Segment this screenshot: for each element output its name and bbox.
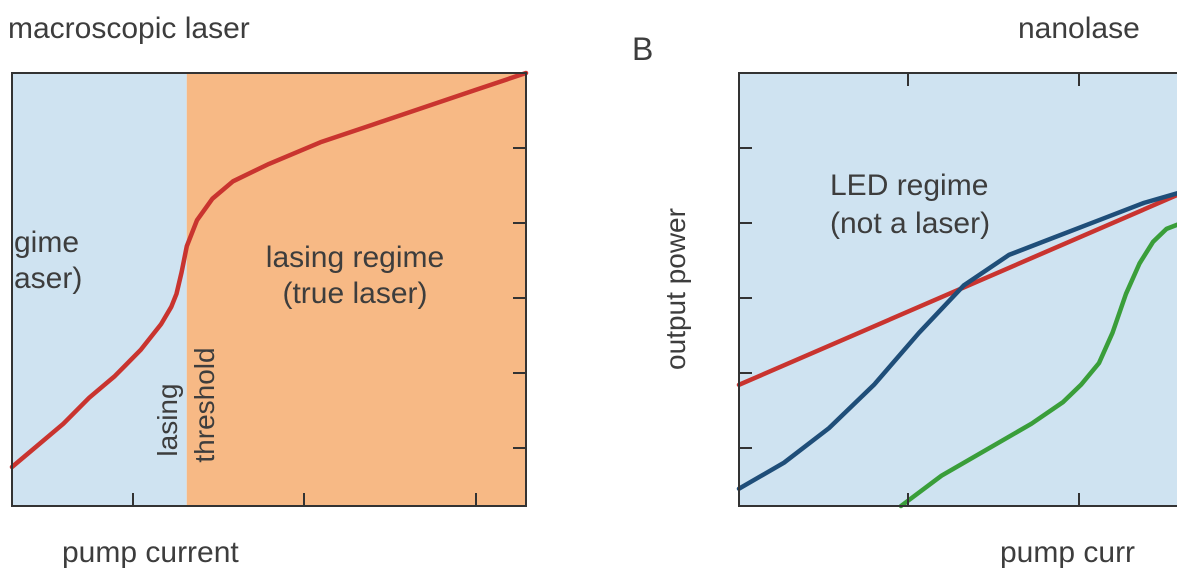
panel-b-series xyxy=(736,191,1177,509)
led-regime-label-line2: (not a laser) xyxy=(830,207,990,240)
panel-b-title: nanolase xyxy=(1018,12,1140,45)
panel-b-letter: B xyxy=(632,31,653,67)
panel-b-frame xyxy=(738,72,1177,507)
lasing-region-label-line2: (true laser) xyxy=(282,277,427,310)
panel-a: macroscopic laser gime aser) lasing regi… xyxy=(8,12,529,569)
lasing-region-label-line1: lasing regime xyxy=(266,241,444,274)
threshold-label-line2: threshold xyxy=(189,347,220,462)
panel-b-x-label: pump curr xyxy=(1000,536,1135,569)
panel-b: B nanolase LED regime (not a laser) outp… xyxy=(632,12,1177,569)
led-region-label-line1: gime xyxy=(14,226,79,259)
panel-a-series xyxy=(9,70,529,470)
threshold-label-line1: lasing xyxy=(152,383,183,456)
panel-b-ticks xyxy=(739,73,1080,506)
led-region-label-line2: aser) xyxy=(14,262,82,295)
panel-b-y-label: output power xyxy=(660,208,691,370)
panel-b-series-1-line xyxy=(736,191,1177,491)
panel-a-x-label: pump current xyxy=(62,536,239,569)
panel-a-ticks xyxy=(132,147,526,506)
led-regime-label-line1: LED regime xyxy=(830,169,988,202)
panel-a-series-0-line xyxy=(9,70,529,470)
panel-a-frame xyxy=(11,72,527,507)
panel-b-series-2-line xyxy=(898,222,1177,509)
panel-a-title: macroscopic laser xyxy=(8,12,250,45)
led-region-background xyxy=(12,73,187,506)
lasing-region-background xyxy=(186,73,526,506)
